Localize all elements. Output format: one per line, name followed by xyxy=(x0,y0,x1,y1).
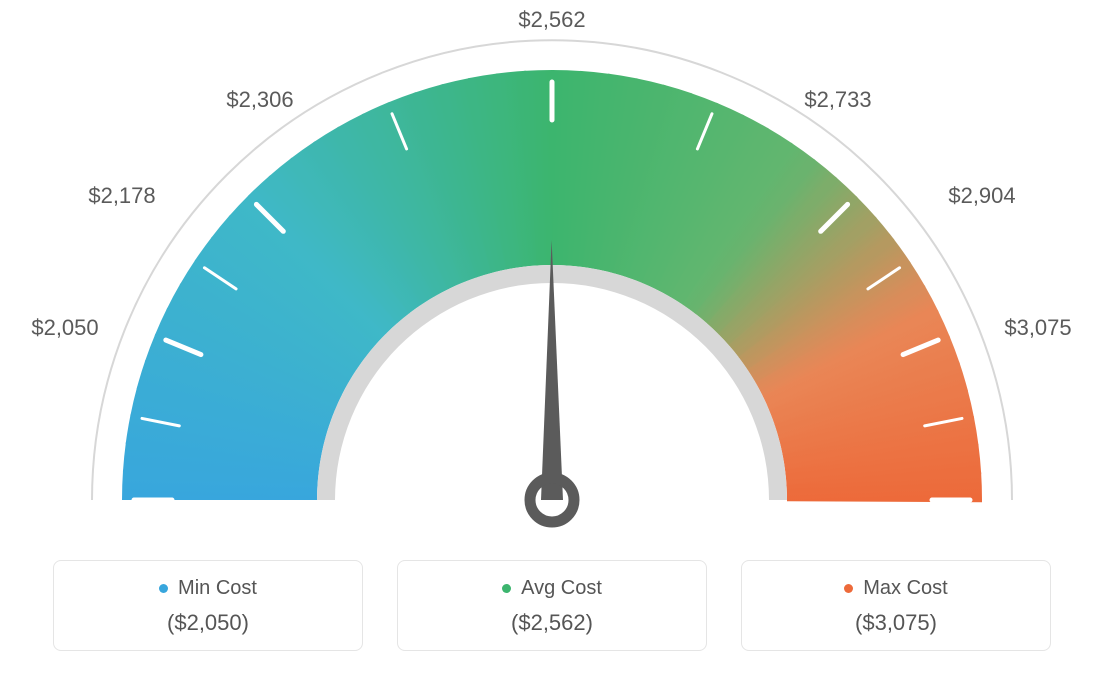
gauge-tick-label: $2,733 xyxy=(804,87,871,113)
max-cost-label: Max Cost xyxy=(863,577,947,599)
max-cost-title: Max Cost xyxy=(752,577,1040,600)
min-cost-value: ($2,050) xyxy=(64,610,352,636)
gauge-tick-label: $2,050 xyxy=(31,315,98,341)
dot-icon xyxy=(844,584,853,593)
avg-cost-value: ($2,562) xyxy=(408,610,696,636)
avg-cost-title: Avg Cost xyxy=(408,577,696,600)
cost-gauge: $2,050 $2,178 $2,306 $2,562 $2,733 $2,904 $3,0… xyxy=(0,0,1104,560)
max-cost-value: ($3,075) xyxy=(752,610,1040,636)
gauge-tick-label: $3,075 xyxy=(1004,315,1071,341)
min-cost-card: Min Cost ($2,050) xyxy=(53,560,363,651)
gauge-tick-label: $2,904 xyxy=(948,183,1015,209)
dot-icon xyxy=(502,584,511,593)
gauge-svg xyxy=(0,0,1104,560)
gauge-tick-label: $2,306 xyxy=(226,87,293,113)
gauge-tick-label: $2,178 xyxy=(88,183,155,209)
dot-icon xyxy=(159,584,168,593)
summary-cards: Min Cost ($2,050) Avg Cost ($2,562) Max … xyxy=(0,560,1104,651)
max-cost-card: Max Cost ($3,075) xyxy=(741,560,1051,651)
min-cost-label: Min Cost xyxy=(178,577,257,599)
min-cost-title: Min Cost xyxy=(64,577,352,600)
avg-cost-label: Avg Cost xyxy=(521,577,602,599)
gauge-tick-label: $2,562 xyxy=(518,7,585,33)
avg-cost-card: Avg Cost ($2,562) xyxy=(397,560,707,651)
